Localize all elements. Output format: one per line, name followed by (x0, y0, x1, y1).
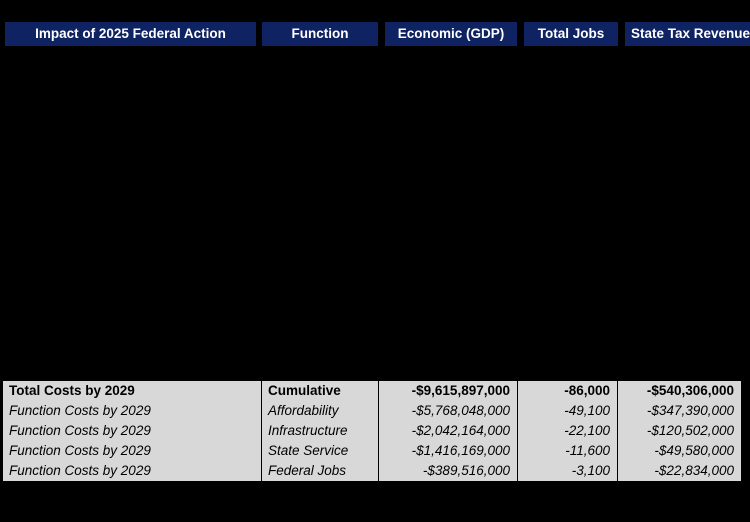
table-cell-gdp: -$2,042,164,000 (378, 421, 517, 441)
table-cell-tax: -$120,502,000 (617, 421, 741, 441)
table-cell-jobs: -49,100 (517, 401, 617, 421)
table-cell-function: Infrastructure (261, 421, 378, 441)
table-cell-gdp: -$389,516,000 (378, 461, 517, 481)
table-cell-label: Function Costs by 2029 (9, 443, 151, 458)
header-cell-economic-gdp: Economic (GDP) (385, 22, 517, 46)
table-cell-tax: -$22,834,000 (617, 461, 741, 481)
header-cell-function: Function (262, 22, 378, 46)
header-cell-impact: Impact of 2025 Federal Action (5, 22, 256, 46)
table-row-affordability: Function Costs by 2029 Affordability -$5… (3, 401, 741, 421)
header-cell-state-tax-revenue: State Tax Revenue (625, 22, 750, 46)
table-cell-label: Function Costs by 2029 (9, 423, 151, 438)
table-cell-label: Total Costs by 2029 (9, 383, 135, 398)
table-cell-label: Function Costs by 2029 (9, 403, 151, 418)
header-cell-total-jobs: Total Jobs (524, 22, 618, 46)
table-row-total-costs: Total Costs by 2029 Cumulative -$9,615,8… (3, 381, 741, 401)
table-cell-function: Affordability (261, 401, 378, 421)
table-cell-gdp: -$9,615,897,000 (378, 381, 517, 401)
table-cell-function: Federal Jobs (261, 461, 378, 481)
table-row-federal-jobs: Function Costs by 2029 Federal Jobs -$38… (3, 461, 741, 481)
table-cell-jobs: -86,000 (517, 381, 617, 401)
table-cell-function: State Service (261, 441, 378, 461)
table-cell-tax: -$347,390,000 (617, 401, 741, 421)
table-cell-gdp: -$5,768,048,000 (378, 401, 517, 421)
table-cell-label: Function Costs by 2029 (9, 463, 151, 478)
table-cell-tax: -$540,306,000 (617, 381, 741, 401)
table-cell-function: Cumulative (261, 381, 378, 401)
table-cell-jobs: -22,100 (517, 421, 617, 441)
table-cell-jobs: -11,600 (517, 441, 617, 461)
table-cell-tax: -$49,580,000 (617, 441, 741, 461)
table-row-state-service: Function Costs by 2029 State Service -$1… (3, 441, 741, 461)
table-cell-jobs: -3,100 (517, 461, 617, 481)
table-cell-gdp: -$1,416,169,000 (378, 441, 517, 461)
table-row-infrastructure: Function Costs by 2029 Infrastructure -$… (3, 421, 741, 441)
results-table: Total Costs by 2029 Cumulative -$9,615,8… (0, 378, 744, 484)
